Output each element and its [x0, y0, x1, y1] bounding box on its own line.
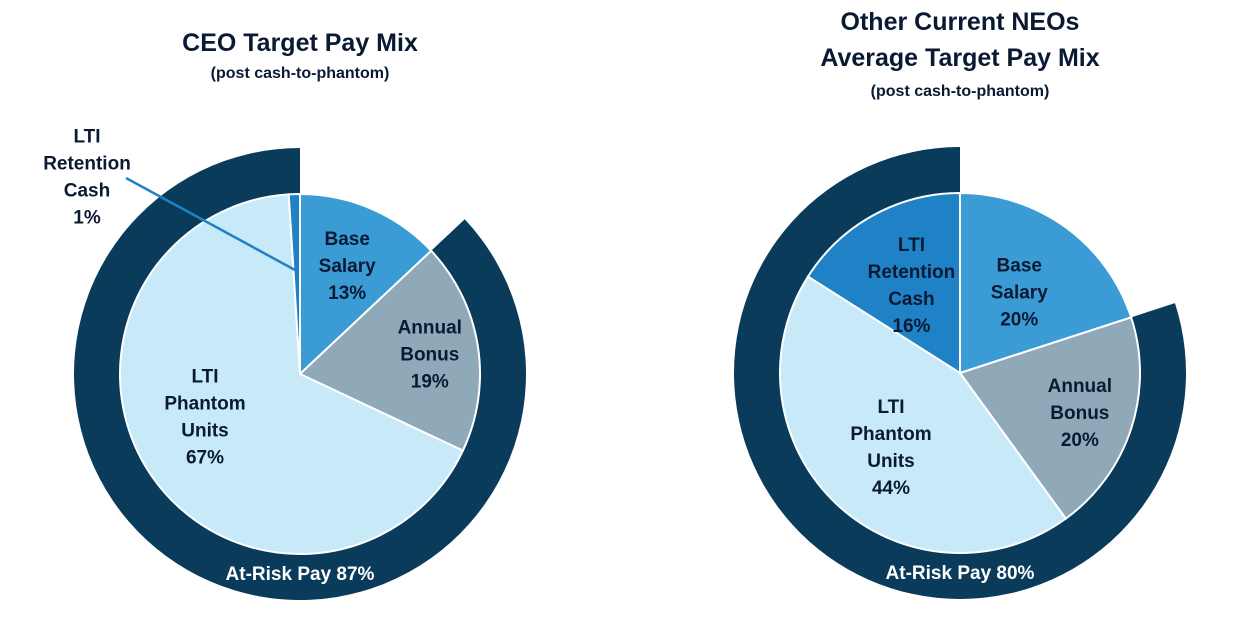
slice-label-lti-phantom-line-2: Phantom [850, 424, 931, 445]
slice-base-salary [959, 191, 1133, 375]
slice-label-lti-retention-line-4: 16% [892, 316, 930, 337]
slice-base-salary [299, 192, 433, 377]
slice-label-lti-retention-line-2: Retention [43, 154, 131, 175]
slice-label-base-salary-line-3: 20% [1000, 309, 1038, 330]
slice-label-base-salary-line-1: Base [997, 255, 1042, 276]
chart-1-title: CEO Target Pay Mix [182, 29, 418, 57]
slice-annual-bonus [298, 249, 481, 452]
at-risk-ring-label: At-Risk Pay 87% [226, 564, 375, 585]
at-risk-ring-label: At-Risk Pay 80% [886, 563, 1035, 584]
slice-label-base-salary-line-1: Base [324, 229, 369, 250]
slice-label-base-salary-line-3: 13% [328, 283, 366, 304]
slice-label-lti-phantom-line-4: 67% [186, 448, 224, 469]
slice-label-base-salary-line-2: Salary [991, 282, 1048, 303]
slice-label-annual-bonus-line-2: Bonus [400, 344, 459, 365]
slice-label-lti-phantom-line-3: Units [867, 451, 915, 472]
slice-label-lti-retention-line-3: Cash [64, 181, 110, 202]
slice-lti-retention [806, 191, 961, 375]
slice-label-annual-bonus-line-1: Annual [1048, 376, 1112, 397]
chart-neo-pay-mix: Base Salary 20% Annual Bonus 20% LTI Phantom Uni… [733, 147, 1186, 599]
callout-leader-line [125, 176, 296, 272]
slice-lti-phantom [119, 193, 465, 555]
slice-label-lti-retention-line-1: LTI [898, 235, 925, 256]
slice-label-lti-phantom-line-1: LTI [877, 397, 904, 418]
chart-1-subtitle: (post cash-to-phantom) [211, 65, 390, 82]
slice-lti-retention [287, 192, 301, 375]
slice-label-base-salary-line-2: Salary [319, 256, 376, 277]
slice-label-lti-retention-line-1: LTI [73, 127, 100, 148]
slice-label-lti-retention-line-2: Retention [868, 262, 956, 283]
chart-2-subtitle: (post cash-to-phantom) [871, 83, 1050, 100]
slice-label-lti-phantom-line-3: Units [181, 421, 229, 442]
slice-label-annual-bonus-line-3: 20% [1061, 430, 1099, 451]
slice-annual-bonus [958, 316, 1141, 521]
slice-label-annual-bonus-line-2: Bonus [1050, 403, 1109, 424]
slice-lti-phantom [779, 275, 1068, 554]
slice-label-lti-phantom-line-1: LTI [191, 367, 218, 388]
chart-2-title-line-1: Other Current NEOs [841, 8, 1080, 36]
slice-label-annual-bonus-line-3: 19% [411, 371, 449, 392]
slice-label-lti-phantom-line-4: 44% [872, 478, 910, 499]
slice-label-lti-phantom-line-2: Phantom [164, 394, 245, 415]
slice-label-annual-bonus-line-1: Annual [398, 317, 462, 338]
chart-ceo-pay-mix: Base Salary 13% Annual Bonus 19% LTI Phantom Uni… [43, 127, 527, 600]
chart-2-title-line-2: Average Target Pay Mix [820, 44, 1099, 72]
slice-label-lti-retention-line-3: Cash [888, 289, 934, 310]
slice-label-lti-retention-line-4: 1% [73, 208, 101, 229]
